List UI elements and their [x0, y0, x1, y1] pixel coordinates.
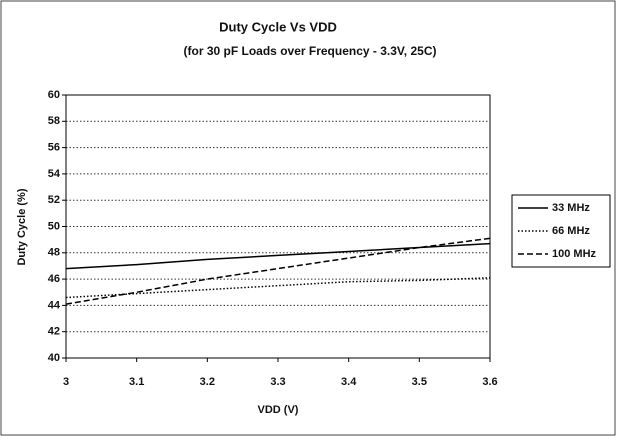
x-axis-label: VDD (V): [258, 404, 299, 416]
chart-title: Duty Cycle Vs VDD: [219, 19, 337, 34]
series-line: [65, 242, 491, 270]
series-line: [65, 277, 491, 299]
x-tick-label: 3.4: [341, 376, 357, 388]
chart-subtitle: (for 30 pF Loads over Frequency - 3.3V, …: [184, 44, 437, 58]
x-tick-label: 3.3: [270, 376, 285, 388]
x-tick-label: 3.1: [129, 376, 144, 388]
legend-label: 33 MHz: [552, 202, 590, 214]
y-tick-label: 58: [48, 115, 60, 127]
legend-label: 100 MHz: [552, 248, 597, 260]
y-tick-label: 52: [48, 194, 60, 206]
y-tick-label: 56: [48, 142, 60, 154]
plot-frame: [65, 94, 491, 359]
y-tick-label: 42: [48, 326, 60, 338]
x-tick-label: 3.5: [412, 376, 427, 388]
legend-label: 66 MHz: [552, 225, 590, 237]
y-tick-label: 48: [48, 247, 60, 259]
x-tick-label: 3: [63, 376, 69, 388]
legend-box: [511, 194, 611, 268]
y-tick-label: 50: [48, 220, 60, 232]
y-tick-label: 54: [48, 168, 61, 180]
y-tick-label: 40: [48, 352, 60, 364]
x-tick-label: 3.2: [200, 376, 215, 388]
y-tick-label: 44: [48, 299, 61, 311]
y-tick-label: 46: [48, 273, 60, 285]
y-axis-label: Duty Cycle (%): [16, 188, 28, 265]
x-tick-label: 3.6: [482, 376, 497, 388]
y-tick-label: 60: [48, 89, 60, 101]
